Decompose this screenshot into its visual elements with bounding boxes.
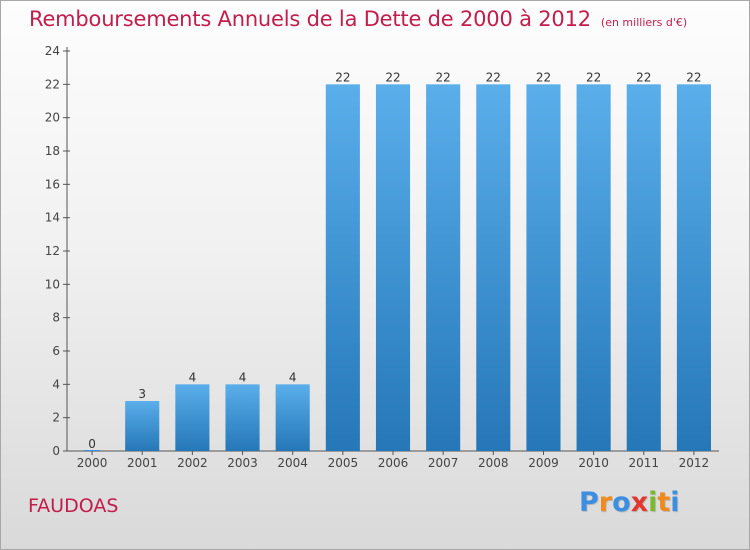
y-tick-label: 10 bbox=[45, 277, 60, 291]
bar bbox=[626, 84, 661, 451]
y-tick-label: 24 bbox=[45, 44, 60, 58]
logo-letter: x bbox=[630, 487, 649, 518]
chart-title: Remboursements Annuels de la Dette de 20… bbox=[29, 7, 687, 31]
logo-letter: o bbox=[612, 487, 631, 518]
y-tick-label: 22 bbox=[45, 77, 60, 91]
data-label: 22 bbox=[335, 70, 350, 84]
bar bbox=[375, 84, 411, 451]
x-tick-label: 2009 bbox=[528, 456, 559, 470]
y-tick-label: 6 bbox=[52, 344, 60, 358]
y-tick-label: 0 bbox=[52, 444, 60, 458]
logo-letter: r bbox=[598, 487, 613, 518]
bar bbox=[476, 84, 511, 451]
bar bbox=[125, 401, 160, 451]
chart-bars bbox=[84, 84, 711, 451]
bar bbox=[325, 84, 360, 451]
data-label: 22 bbox=[586, 70, 601, 84]
x-tick-label: 2008 bbox=[478, 456, 509, 470]
x-tick-label: 2011 bbox=[628, 456, 659, 470]
logo-letter: t bbox=[657, 487, 671, 518]
y-tick-label: 2 bbox=[52, 411, 60, 425]
x-tick-label: 2012 bbox=[679, 456, 710, 470]
x-tick-label: 2006 bbox=[378, 456, 409, 470]
y-tick-label: 8 bbox=[52, 311, 60, 325]
data-label: 3 bbox=[138, 387, 146, 401]
bar bbox=[526, 84, 561, 451]
x-tick-label: 2000 bbox=[77, 456, 108, 470]
bar bbox=[426, 84, 461, 451]
data-label: 4 bbox=[289, 370, 297, 384]
bar bbox=[225, 384, 260, 451]
y-tick-label: 14 bbox=[45, 211, 60, 225]
data-label: 4 bbox=[189, 370, 197, 384]
x-tick-label: 2010 bbox=[578, 456, 609, 470]
y-tick-label: 4 bbox=[52, 377, 60, 391]
bar bbox=[676, 84, 711, 451]
x-tick-label: 2007 bbox=[428, 456, 459, 470]
y-tick-label: 16 bbox=[45, 177, 60, 191]
data-label: 22 bbox=[536, 70, 551, 84]
y-tick-label: 20 bbox=[45, 111, 60, 125]
logo-letter: i bbox=[670, 487, 680, 518]
x-tick-label: 2001 bbox=[127, 456, 158, 470]
chart-title-text: Remboursements Annuels de la Dette de 20… bbox=[29, 7, 591, 31]
x-tick-label: 2003 bbox=[227, 456, 258, 470]
data-label: 22 bbox=[385, 70, 400, 84]
data-label: 22 bbox=[436, 70, 451, 84]
chart-unit: (en milliers d'€) bbox=[600, 16, 688, 29]
bar bbox=[275, 384, 310, 451]
data-label: 22 bbox=[486, 70, 501, 84]
data-label: 22 bbox=[686, 70, 701, 84]
data-label: 0 bbox=[88, 437, 96, 451]
x-tick-label: 2005 bbox=[328, 456, 359, 470]
bar bbox=[576, 84, 611, 451]
x-tick-label: 2004 bbox=[277, 456, 308, 470]
proxiti-logo: Proxiti bbox=[579, 487, 680, 518]
data-label: 4 bbox=[239, 370, 247, 384]
data-label: 22 bbox=[636, 70, 651, 84]
x-tick-label: 2002 bbox=[177, 456, 208, 470]
y-tick-label: 12 bbox=[45, 244, 60, 258]
logo-letter: i bbox=[648, 487, 658, 518]
logo-letter: P bbox=[579, 487, 599, 518]
town-name: FAUDOAS bbox=[28, 495, 119, 517]
chart-labels: 2000 0 2001 3 2002 4 2003 4 2004 4 2005 22 2006 22 200… bbox=[77, 70, 709, 470]
y-tick-label: 18 bbox=[45, 144, 60, 158]
bar bbox=[175, 384, 210, 451]
